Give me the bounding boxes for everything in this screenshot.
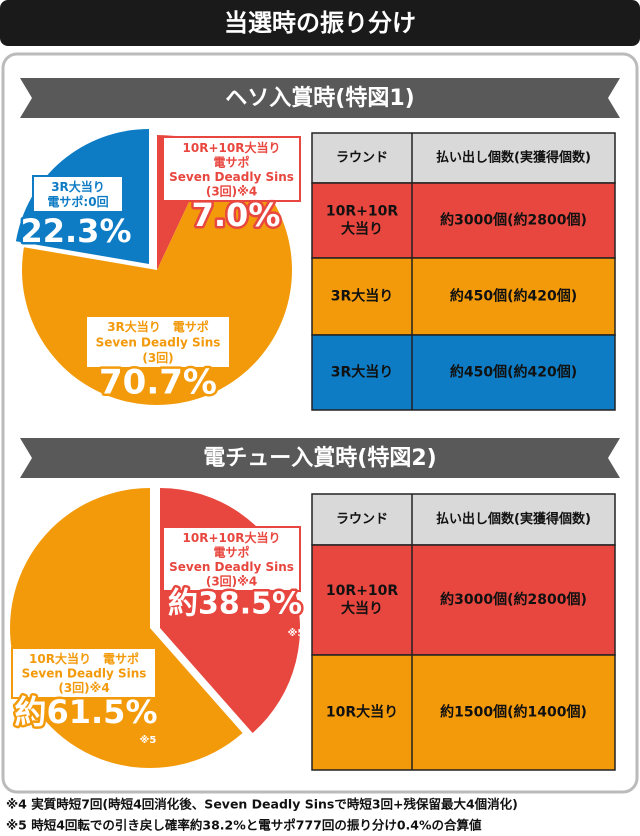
slice-label: 3R大当り 電サポ xyxy=(107,319,209,334)
label-box xyxy=(162,526,301,592)
section-title: ヘソ入賞時(特図1) xyxy=(225,85,414,111)
page-title: 当選時の振り分け xyxy=(224,9,416,37)
slice-label: 電サポ xyxy=(213,154,249,169)
table-cell: 3R大当り xyxy=(331,288,394,305)
table-cell: 大当り xyxy=(341,221,383,238)
table-cell: 10R+10R xyxy=(326,204,398,220)
slice-label: 10R大当り 電サポ xyxy=(29,651,139,666)
slice-label: Seven Deadly Sins xyxy=(169,560,294,574)
slice-label: (3回)※4 xyxy=(206,184,257,198)
slice-label: 10R+10R大当り xyxy=(183,530,281,545)
table-row xyxy=(311,544,616,656)
slice-label: 10R+10R大当り xyxy=(183,140,281,155)
label-box xyxy=(32,175,124,213)
banner xyxy=(20,438,620,478)
slice-label: 3R大当り xyxy=(51,179,105,194)
slice-label: 電サポ xyxy=(213,544,249,559)
table-cell: 10R大当り xyxy=(326,704,398,721)
table-row xyxy=(311,334,616,411)
table-header xyxy=(311,493,616,546)
value-label: 約38.5% xyxy=(168,587,302,622)
label-box xyxy=(162,136,301,202)
slice-label: (3回) xyxy=(142,351,173,365)
table-head-cell: 払い出し個数(実獲得個数) xyxy=(436,511,591,527)
footnote: ※4 実質時短7回(時短4回消化後、Seven Deadly Sinsで時短3回… xyxy=(6,797,518,812)
value-label: 約61.5% xyxy=(14,693,157,731)
banner xyxy=(20,78,620,118)
table-row xyxy=(311,257,616,336)
table-cell: 約1500個(約1400個) xyxy=(440,704,587,721)
table-head-cell: ラウンド xyxy=(336,151,388,166)
table-head-cell: ラウンド xyxy=(336,512,388,527)
table-cell: 約3000個(約2800個) xyxy=(440,591,587,608)
footnote: ※5 時短4回転での引き戻し確率約38.2%と電サポ777回の振り分け0.4%の… xyxy=(6,818,482,833)
slice-label: Seven Deadly Sins xyxy=(22,667,147,681)
note: ※5 xyxy=(288,627,305,639)
table-row xyxy=(311,182,616,259)
table-header xyxy=(311,132,616,184)
note: ※5 xyxy=(140,734,157,746)
title-bar xyxy=(0,0,640,46)
table-head-cell: 払い出し個数(実獲得個数) xyxy=(436,150,591,166)
slice-label: (3回)※4 xyxy=(206,574,257,588)
table-cell: 3R大当り xyxy=(331,364,394,381)
table-cell: 約3000個(約2800個) xyxy=(440,212,587,229)
slice-label: Seven Deadly Sins xyxy=(169,170,294,184)
table-cell: 約450個(約420個) xyxy=(450,364,577,381)
label-box xyxy=(11,647,157,699)
label-box xyxy=(85,315,231,369)
value-label: 7.0% xyxy=(192,196,281,234)
value-label: 70.7% xyxy=(99,363,217,403)
slice-label: Seven Deadly Sins xyxy=(96,336,221,350)
slice-label: (3回)※4 xyxy=(58,681,109,695)
table-row xyxy=(311,654,616,771)
table-cell: 大当り xyxy=(341,600,383,617)
table-cell: 約450個(約420個) xyxy=(450,288,577,305)
section-title: 電チュー入賞時(特図2) xyxy=(203,445,436,471)
slice-label: 電サポ:0回 xyxy=(47,194,108,209)
table-cell: 10R+10R xyxy=(326,583,398,599)
value-label: 22.3% xyxy=(20,212,131,250)
